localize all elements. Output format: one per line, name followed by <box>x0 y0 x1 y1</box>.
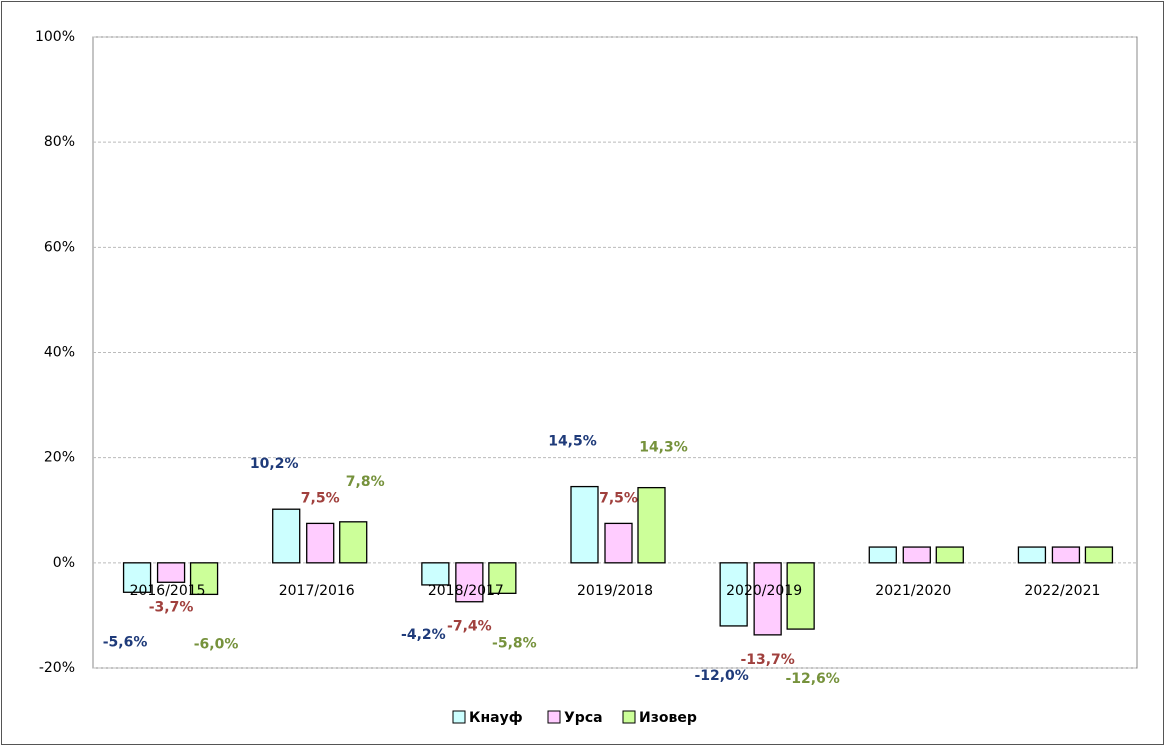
bar <box>455 562 484 603</box>
x-tick-label: 2018/2017 <box>428 583 504 599</box>
data-label: 14,3% <box>639 440 688 456</box>
data-label: 7,5% <box>301 490 340 506</box>
bar <box>1084 546 1114 564</box>
legend-swatch <box>547 710 561 724</box>
data-label: 14,5% <box>548 434 597 450</box>
bar <box>156 562 186 583</box>
data-label: 7,5% <box>599 490 638 506</box>
bar <box>753 562 782 636</box>
bar <box>637 486 666 564</box>
x-tick-label: 2020/2019 <box>726 583 802 599</box>
data-label: -7,4% <box>447 619 492 635</box>
data-label: -12,6% <box>785 671 839 687</box>
y-tick-label: 0% <box>53 555 75 571</box>
bar <box>786 562 815 630</box>
bar <box>421 562 450 586</box>
data-label: -13,7% <box>740 652 794 668</box>
bar <box>935 546 964 564</box>
bar <box>570 485 599 564</box>
bar <box>272 508 301 564</box>
data-label: -5,6% <box>103 634 148 650</box>
bar <box>189 562 219 596</box>
legend-swatch <box>622 710 636 724</box>
legend-label: Урса <box>564 710 603 726</box>
data-label: -4,2% <box>401 627 446 643</box>
x-tick-label: 2016/2015 <box>130 583 206 599</box>
bar <box>1017 546 1047 564</box>
bar <box>306 522 335 564</box>
bar <box>122 562 152 593</box>
x-tick-label: 2021/2020 <box>875 583 951 599</box>
data-label: -6,0% <box>194 636 239 652</box>
legend-swatch <box>452 710 466 724</box>
y-tick-label: 20% <box>44 450 75 466</box>
x-tick-label: 2017/2016 <box>279 583 355 599</box>
x-tick-label: 2019/2018 <box>577 583 653 599</box>
y-tick-label: 80% <box>44 134 75 150</box>
x-tick-label: 2022/2021 <box>1024 583 1100 599</box>
data-label: -12,0% <box>694 668 748 684</box>
bar <box>868 546 897 564</box>
y-tick-label: -20% <box>39 660 75 676</box>
legend-label: Изовер <box>639 710 697 726</box>
y-tick-label: 60% <box>44 239 75 255</box>
bar <box>902 546 931 564</box>
y-tick-label: 40% <box>44 345 75 361</box>
bar <box>1051 546 1081 564</box>
legend-label: Кнауф <box>469 710 523 726</box>
y-tick-label: 100% <box>35 29 75 45</box>
bar <box>488 562 517 594</box>
bar <box>719 562 748 627</box>
data-label: -5,8% <box>492 635 537 651</box>
data-label: 10,2% <box>250 456 299 472</box>
bar <box>604 522 633 564</box>
data-label: -3,7% <box>149 599 194 615</box>
data-label: 7,8% <box>346 474 385 490</box>
bar <box>339 521 368 564</box>
